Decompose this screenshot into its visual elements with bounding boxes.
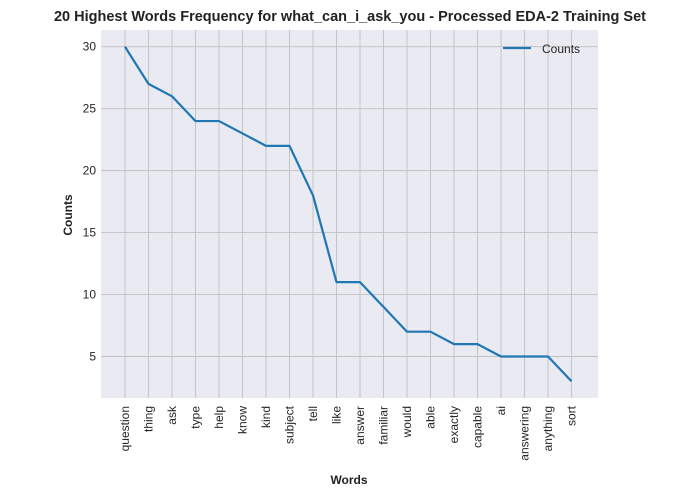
x-tick-label: sort (565, 405, 579, 426)
x-tick-label: tell (306, 406, 320, 421)
chart-title: 20 Highest Words Frequency for what_can_… (54, 9, 646, 25)
x-tick-label: subject (283, 405, 297, 444)
y-tick-label: 30 (83, 40, 97, 54)
y-tick-label: 25 (83, 102, 97, 116)
x-tick-label: question (118, 406, 132, 451)
x-tick-label: help (212, 406, 226, 429)
legend: Counts (503, 42, 580, 56)
x-tick-label: kind (259, 406, 273, 428)
x-tick-label: like (330, 406, 344, 424)
grid-lines (101, 30, 598, 398)
y-tick-label: 20 (83, 164, 97, 178)
x-tick-label: answer (353, 406, 367, 445)
y-axis-label: Counts (61, 194, 75, 236)
x-axis-label: Words (330, 473, 367, 487)
x-tick-label: able (424, 406, 438, 429)
x-tick-label: thing (142, 406, 156, 432)
x-tick-label: anything (541, 406, 555, 451)
legend-label-counts: Counts (542, 42, 580, 56)
x-tick-label: exactly (447, 406, 461, 443)
x-tick-label: ask (165, 405, 179, 425)
x-tick-labels: question thing ask type help know kind subject t… (118, 405, 579, 461)
y-tick-labels: 5 10 15 20 25 30 (83, 40, 97, 364)
x-tick-label: answering (518, 406, 532, 461)
x-tick-label: capable (471, 406, 485, 448)
y-tick-label: 15 (83, 226, 97, 240)
x-tick-label: familiar (377, 406, 391, 445)
x-tick-label: know (236, 406, 250, 434)
x-tick-label: ai (494, 406, 508, 415)
series-line-counts (124, 46, 573, 383)
x-tick-label: type (189, 406, 203, 429)
x-tick-label: would (400, 406, 414, 438)
y-tick-label: 10 (83, 288, 97, 302)
y-tick-label: 5 (89, 349, 96, 363)
plot-background (101, 30, 598, 398)
